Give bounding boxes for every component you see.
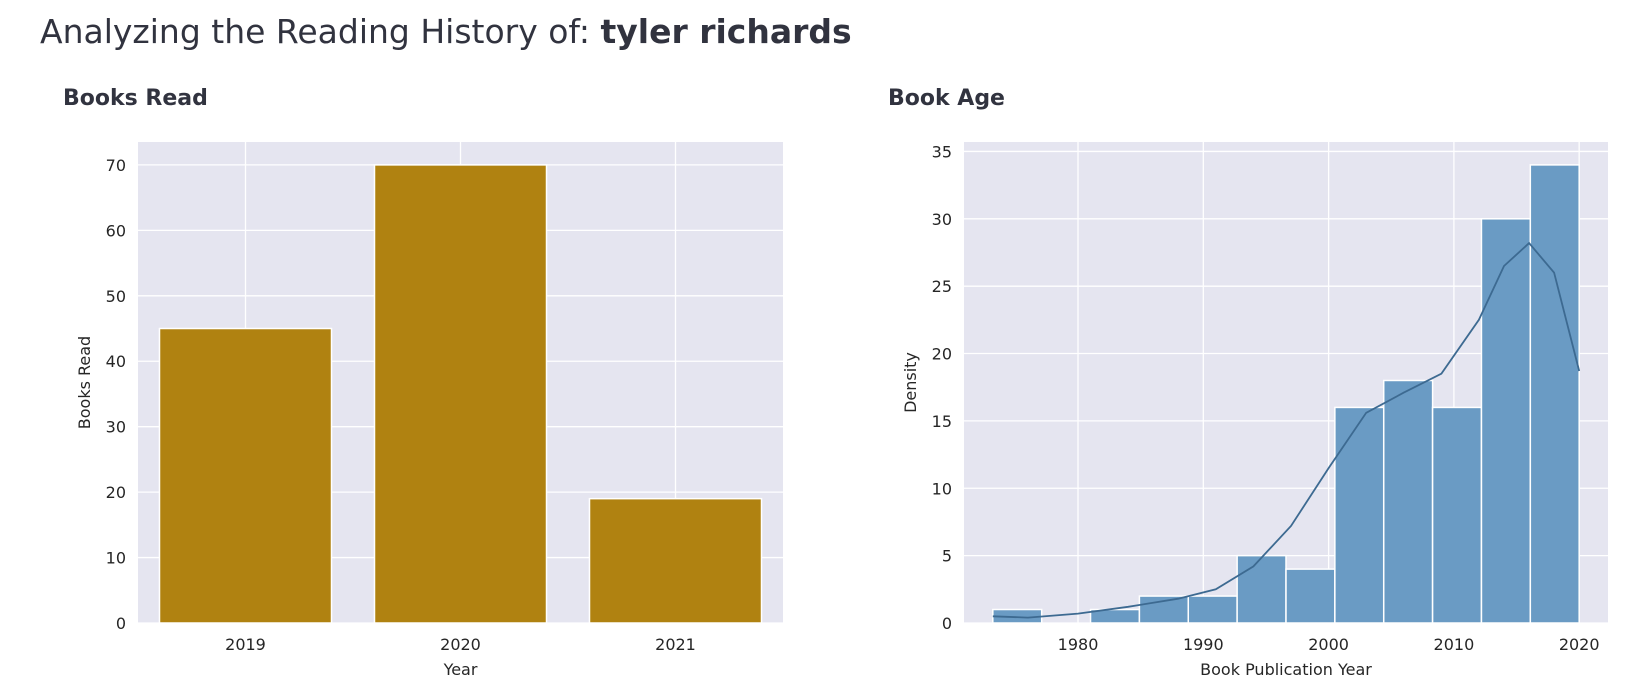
book-age-title: Book Age — [888, 86, 1005, 111]
book-age-ytick-label: 15 — [932, 412, 952, 431]
book-age-xtick-label: 1990 — [1183, 635, 1224, 654]
histogram-bin — [1529, 164, 1580, 624]
histogram-bin — [1431, 406, 1483, 624]
book-age-ytick-label: 25 — [932, 277, 952, 296]
book-age-xtick-label: 2020 — [1559, 635, 1600, 654]
bar-2021 — [588, 497, 763, 624]
heading-username: tyler richards — [600, 12, 852, 51]
books-read-ytick-label: 70 — [106, 156, 126, 175]
histogram-bin — [1236, 554, 1287, 624]
page-heading: Analyzing the Reading History of: tyler … — [40, 12, 852, 51]
book-age-xtick-label: 1980 — [1058, 635, 1099, 654]
book-age-ylabel: Density — [901, 352, 920, 413]
kde-curve — [992, 241, 1581, 619]
books-read-ytick-label: 30 — [106, 418, 126, 437]
book-age-xtick-label: 2000 — [1308, 635, 1349, 654]
histogram-bin — [1138, 595, 1190, 624]
histogram-bin — [1285, 568, 1336, 624]
book-age-xlabel: Book Publication Year — [1200, 660, 1372, 679]
book-age-ytick-label: 0 — [942, 614, 952, 633]
books-read-ytick-label: 10 — [106, 549, 126, 568]
books-read-xtick-label: 2020 — [440, 635, 481, 654]
book-age-xtick-label: 2010 — [1434, 635, 1475, 654]
heading-prefix: Analyzing the Reading History of: — [40, 12, 601, 51]
bar-2020 — [373, 164, 548, 624]
histogram-bin — [1334, 406, 1385, 624]
books-read-xlabel: Year — [443, 660, 478, 679]
histogram-bin — [1480, 218, 1532, 624]
books-read-ylabel: Books Read — [75, 336, 94, 429]
book-age-ytick-label: 5 — [942, 547, 952, 566]
books-read-ytick-label: 50 — [106, 287, 126, 306]
books-read-ytick-label: 0 — [116, 614, 126, 633]
books-read-ytick-label: 40 — [106, 352, 126, 371]
books-read-xtick-label: 2019 — [225, 635, 266, 654]
histogram-bin — [1382, 379, 1434, 624]
books-read-title: Books Read — [63, 86, 208, 111]
bar-2019 — [158, 327, 333, 624]
book-age-ytick-label: 20 — [932, 345, 952, 364]
book-age-ytick-label: 30 — [932, 210, 952, 229]
books-read-ytick-label: 60 — [106, 221, 126, 240]
books-read-xtick-label: 2021 — [655, 635, 696, 654]
histogram-bin — [1187, 595, 1238, 624]
book-age-ytick-label: 35 — [932, 142, 952, 161]
books-read-ytick-label: 20 — [106, 483, 126, 502]
book-age-ytick-label: 10 — [932, 479, 952, 498]
